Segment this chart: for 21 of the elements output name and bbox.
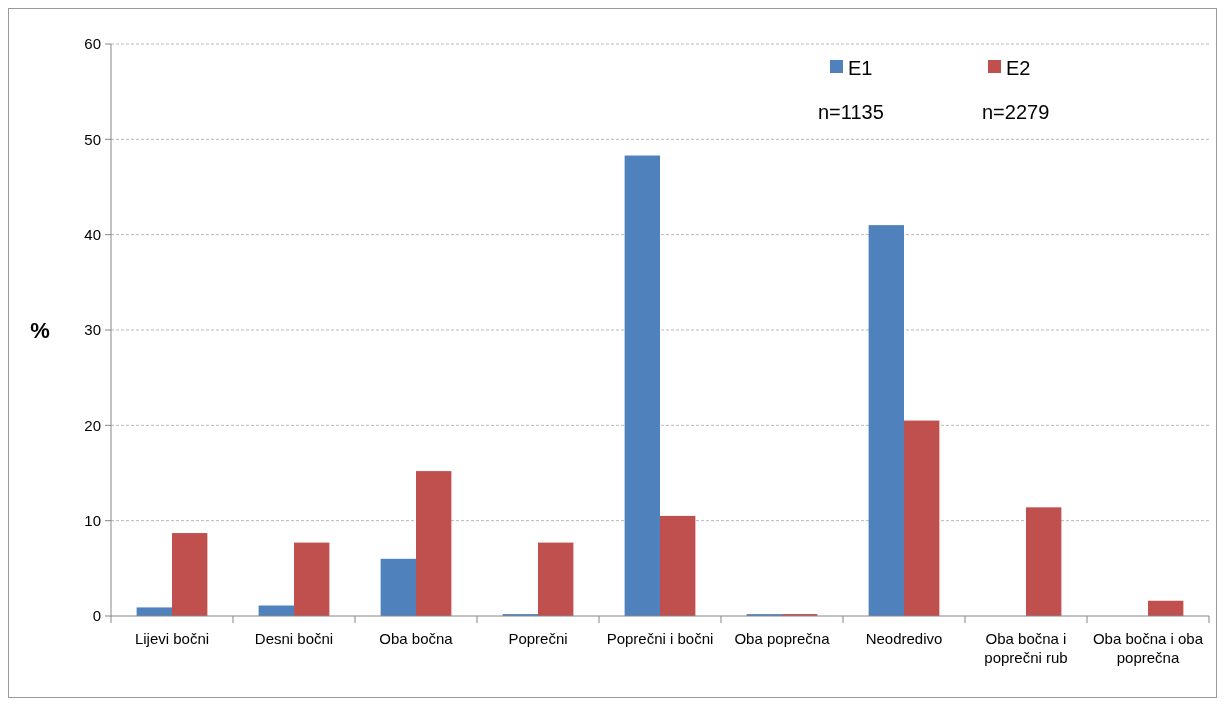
x-tick-label: Lijevi bočni xyxy=(134,630,210,647)
x-tick-label: Poprečni xyxy=(508,630,568,647)
legend-label: E2 xyxy=(1006,57,1031,79)
legend-label: E1 xyxy=(848,57,873,79)
x-tick-label: Oba bočna i poprečni rub xyxy=(984,630,1068,666)
y-tick-label: 0 xyxy=(92,607,101,625)
y-tick-label: 10 xyxy=(84,511,101,529)
y-tick-label: 60 xyxy=(84,35,101,53)
annotation: n=1135 xyxy=(818,101,884,123)
y-tick-label: 40 xyxy=(84,225,101,243)
x-tick-label: Neodredivo xyxy=(865,630,943,647)
y-tick-label: 20 xyxy=(84,416,101,434)
x-tick-label: Poprečni i bočni xyxy=(606,630,714,647)
annotation: n=2279 xyxy=(982,101,1050,123)
x-tick-label: Desni bočni xyxy=(254,630,334,647)
x-tick-label: Oba bočna xyxy=(379,630,454,647)
y-tick-label: 50 xyxy=(84,130,101,148)
x-tick-label: Oba bočna i oba poprečna xyxy=(1092,630,1204,666)
x-tick-label: Oba poprečna xyxy=(734,630,831,647)
y-tick-label: 30 xyxy=(84,321,101,339)
y-axis-title: % xyxy=(30,317,50,343)
